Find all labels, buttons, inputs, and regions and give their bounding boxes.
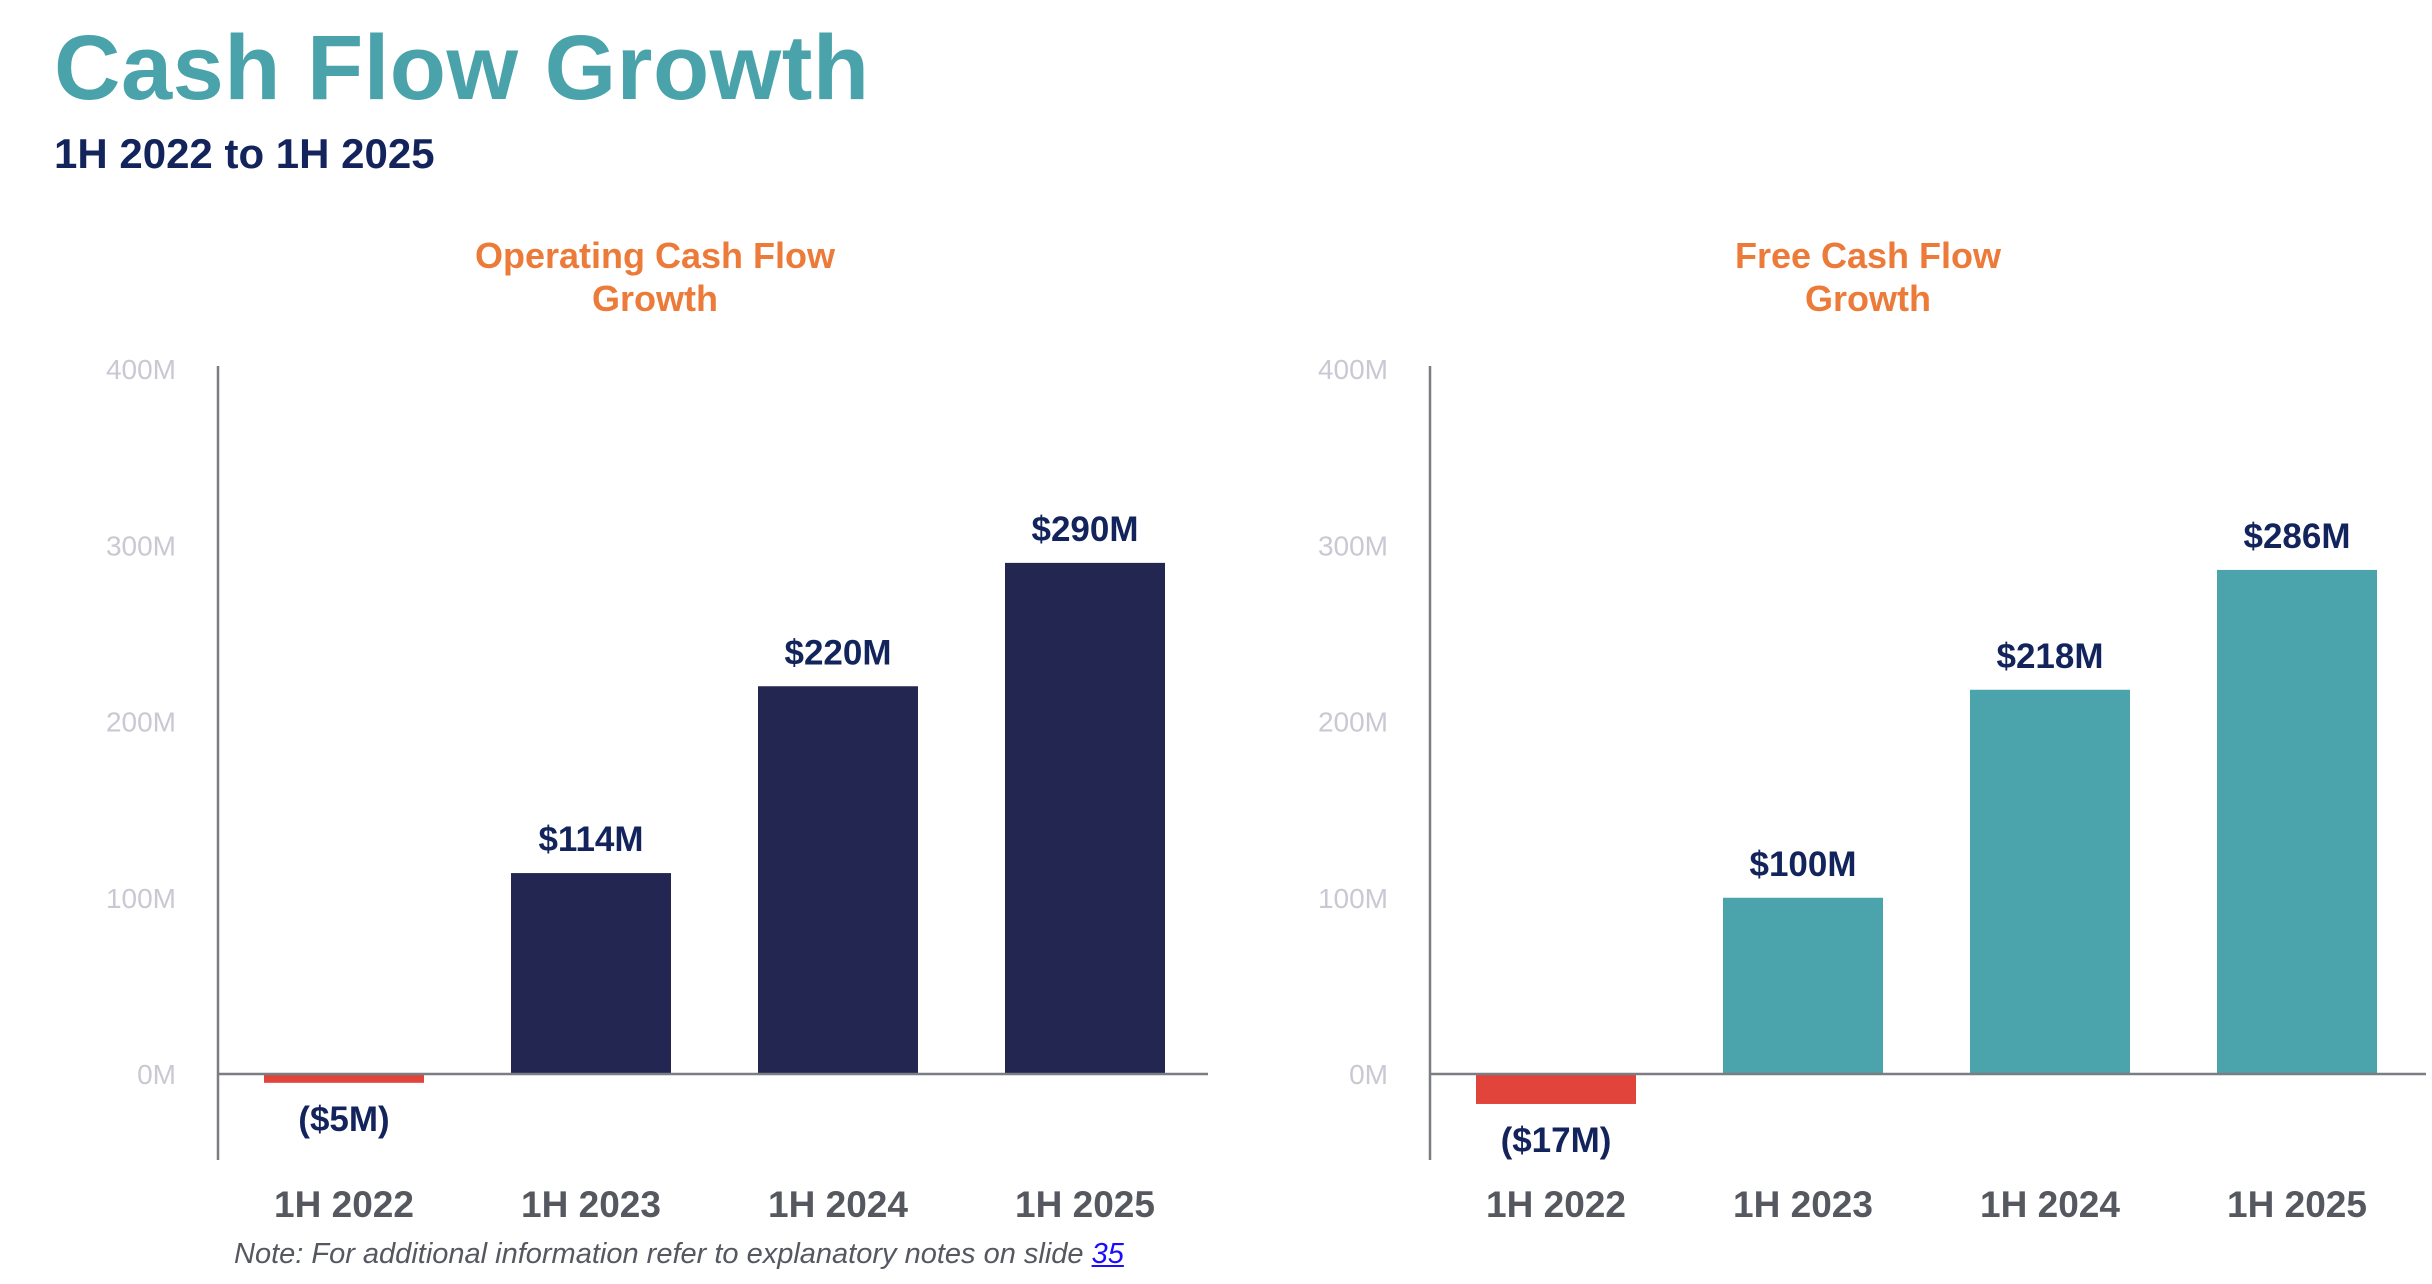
- chart-2-title-line-1: Free Cash Flow: [1735, 235, 2002, 276]
- chart-1-title-line-2: Growth: [592, 278, 718, 319]
- footnote: Note: For additional information refer t…: [234, 1238, 1124, 1271]
- chart-1-bar: [511, 873, 671, 1074]
- chart-1-data-label: $290M: [1031, 510, 1138, 549]
- chart-2-y-tick-label: 400M: [1318, 354, 1388, 385]
- page-subtitle: 1H 2022 to 1H 2025: [54, 130, 435, 177]
- chart-1-bar: [758, 686, 918, 1074]
- chart-2-x-tick-label: 1H 2024: [1980, 1184, 2120, 1225]
- chart-1-y-tick-label: 200M: [106, 707, 176, 738]
- chart-1-y-tick-label: 0M: [137, 1059, 176, 1090]
- chart-1-x-tick-label: 1H 2023: [521, 1184, 661, 1225]
- chart-1-y-tick-label: 400M: [106, 354, 176, 385]
- chart-1-bar: [1005, 562, 1165, 1074]
- chart-1-x-tick-label: 1H 2025: [1015, 1184, 1155, 1225]
- chart-2-y-tick-label: 100M: [1318, 883, 1388, 914]
- chart-2-y-tick-label: 200M: [1318, 707, 1388, 738]
- chart-1-y-tick-label: 100M: [106, 883, 176, 914]
- chart-2-data-label: $286M: [2243, 517, 2350, 556]
- chart-2-data-label: ($17M): [1501, 1121, 1612, 1160]
- chart-2-title-line-2: Growth: [1805, 278, 1931, 319]
- chart-1-data-label: ($5M): [298, 1100, 389, 1139]
- chart-1-title-line-1: Operating Cash Flow: [475, 235, 836, 276]
- footnote-text: Note: For additional information refer t…: [234, 1238, 1092, 1270]
- chart-1-data-label: $220M: [784, 633, 891, 672]
- chart-2-bar: [1476, 1074, 1636, 1104]
- chart-2-y-tick-label: 300M: [1318, 530, 1388, 561]
- chart-2-data-label: $218M: [1996, 637, 2103, 676]
- chart-2-data-label: $100M: [1749, 845, 1856, 884]
- chart-2-bar: [1723, 897, 1883, 1074]
- chart-2-x-tick-label: 1H 2022: [1486, 1184, 1626, 1225]
- chart-1-x-tick-label: 1H 2024: [768, 1184, 908, 1225]
- page-title: Cash Flow Growth: [54, 17, 870, 119]
- chart-2-bar: [2217, 569, 2377, 1074]
- chart-1-data-label: $114M: [538, 820, 643, 859]
- chart-2-bar: [1970, 689, 2130, 1074]
- chart-2-x-tick-label: 1H 2025: [2227, 1184, 2367, 1225]
- slide-reference-link[interactable]: 35: [1091, 1238, 1124, 1270]
- chart-2-y-tick-label: 0M: [1349, 1059, 1388, 1090]
- chart-1-y-tick-label: 300M: [106, 530, 176, 561]
- chart-1-bar: [264, 1074, 424, 1083]
- chart-2-x-tick-label: 1H 2023: [1733, 1184, 1873, 1225]
- chart-1-x-tick-label: 1H 2022: [274, 1184, 414, 1225]
